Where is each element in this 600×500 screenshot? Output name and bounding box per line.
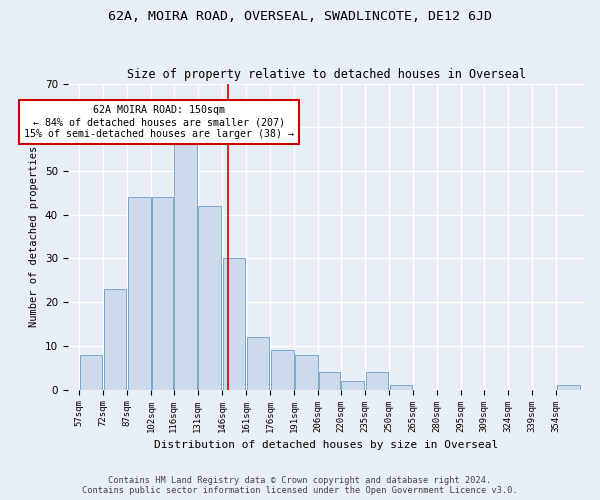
Bar — [271, 350, 293, 390]
Bar — [199, 206, 221, 390]
Bar — [341, 381, 364, 390]
Bar — [104, 289, 127, 390]
Bar — [80, 354, 103, 390]
Y-axis label: Number of detached properties: Number of detached properties — [29, 146, 39, 327]
Text: Contains HM Land Registry data © Crown copyright and database right 2024.
Contai: Contains HM Land Registry data © Crown c… — [82, 476, 518, 495]
Bar — [152, 198, 173, 390]
Bar — [319, 372, 340, 390]
Bar — [389, 386, 412, 390]
Title: Size of property relative to detached houses in Overseal: Size of property relative to detached ho… — [127, 68, 526, 81]
Text: 62A MOIRA ROAD: 150sqm
← 84% of detached houses are smaller (207)
15% of semi-de: 62A MOIRA ROAD: 150sqm ← 84% of detached… — [24, 106, 294, 138]
Bar — [175, 140, 197, 390]
Bar — [557, 386, 580, 390]
Bar — [365, 372, 388, 390]
X-axis label: Distribution of detached houses by size in Overseal: Distribution of detached houses by size … — [154, 440, 499, 450]
Text: 62A, MOIRA ROAD, OVERSEAL, SWADLINCOTE, DE12 6JD: 62A, MOIRA ROAD, OVERSEAL, SWADLINCOTE, … — [108, 10, 492, 23]
Bar — [223, 258, 245, 390]
Bar — [295, 354, 317, 390]
Bar — [247, 337, 269, 390]
Bar — [128, 198, 151, 390]
